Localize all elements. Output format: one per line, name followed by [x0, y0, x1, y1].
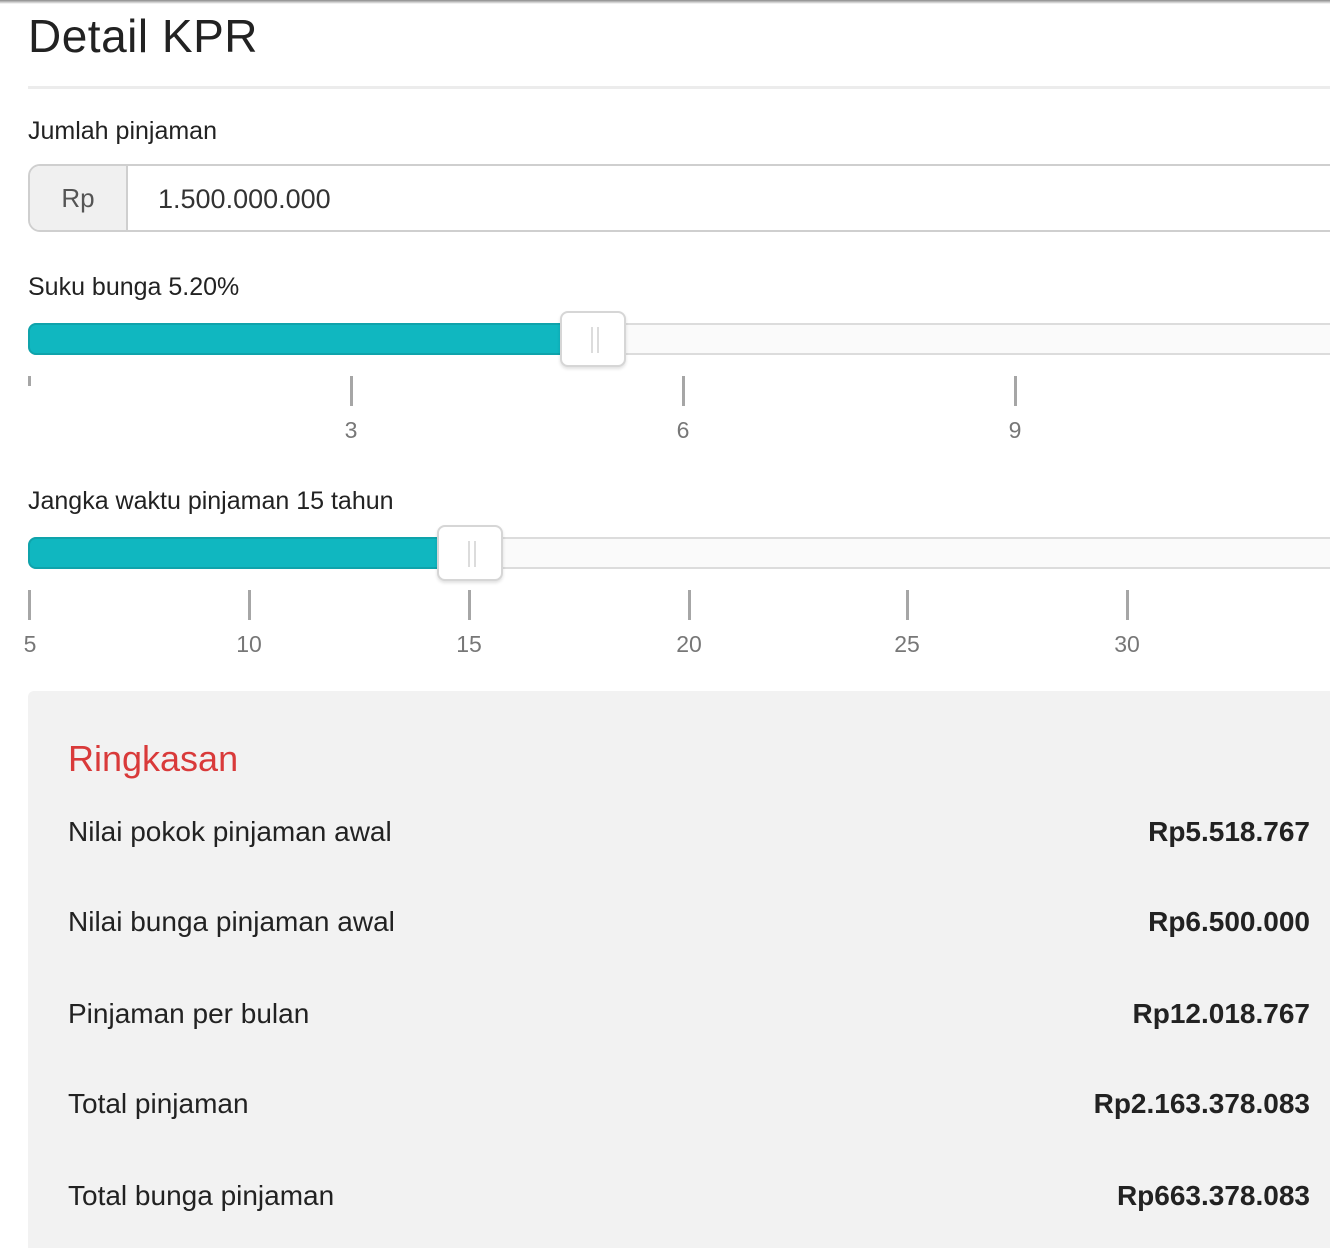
interest-rate-handle[interactable]	[560, 311, 626, 367]
loan-term-label: Jangka waktu pinjaman 15 tahun	[28, 487, 394, 515]
loan-amount-field[interactable]	[128, 166, 1330, 232]
interest-rate-tick	[682, 376, 685, 406]
interest-rate-tick-label: 3	[344, 417, 358, 443]
loan-term-tick-label: 25	[894, 631, 920, 657]
summary-label: Nilai pokok pinjaman awal	[68, 816, 392, 847]
interest-rate-tick-label: 6	[676, 417, 690, 443]
loan-term-tick-label: 15	[456, 631, 482, 657]
loan-term-tick	[28, 590, 31, 620]
loan-term-fill	[28, 537, 456, 569]
interest-rate-tick-label: 9	[1008, 417, 1022, 443]
summary-label: Total pinjaman	[68, 1088, 249, 1119]
loan-term-tick-label: 5	[23, 631, 37, 657]
summary-row-initial-principal: Nilai pokok pinjaman awal Rp5.518.767	[68, 812, 1310, 852]
summary-value: Rp6.500.000	[1148, 906, 1310, 937]
summary-value: Rp663.378.083	[1116, 1180, 1310, 1211]
summary-label: Pinjaman per bulan	[68, 998, 310, 1029]
loan-amount-input-group: Rp	[28, 164, 1330, 232]
interest-rate-tick	[1014, 376, 1017, 406]
interest-rate-tick	[350, 376, 353, 406]
currency-prefix: Rp	[30, 166, 128, 230]
title-divider	[28, 86, 1330, 89]
interest-rate-tick-origin	[28, 376, 31, 386]
interest-rate-label: Suku bunga 5.20%	[28, 273, 240, 301]
summary-row-total-loan: Total pinjaman Rp2.163.378.083	[68, 1084, 1310, 1124]
loan-term-tick	[468, 590, 471, 620]
summary-value: Rp2.163.378.083	[1093, 1088, 1310, 1119]
top-edge-shadow	[0, 0, 1330, 4]
interest-rate-fill	[28, 323, 578, 355]
loan-term-tick	[688, 590, 691, 620]
summary-value: Rp12.018.767	[1132, 998, 1310, 1029]
summary-value: Rp5.518.767	[1148, 816, 1310, 847]
summary-label: Nilai bunga pinjaman awal	[68, 906, 395, 937]
loan-term-tick	[906, 590, 909, 620]
summary-panel: Ringkasan Nilai pokok pinjaman awal Rp5.…	[28, 691, 1330, 1248]
summary-row-monthly-payment: Pinjaman per bulan Rp12.018.767	[68, 994, 1310, 1034]
loan-term-tick	[248, 590, 251, 620]
summary-row-total-interest: Total bunga pinjaman Rp663.378.083	[68, 1176, 1310, 1216]
summary-row-initial-interest: Nilai bunga pinjaman awal Rp6.500.000	[68, 902, 1310, 942]
loan-amount-label: Jumlah pinjaman	[28, 117, 217, 145]
loan-term-tick-label: 30	[1114, 631, 1140, 657]
loan-term-slider[interactable]	[28, 525, 1330, 581]
interest-rate-slider[interactable]	[28, 311, 1330, 367]
loan-term-handle[interactable]	[437, 525, 503, 581]
loan-term-tick-label: 10	[236, 631, 262, 657]
loan-term-tick	[1126, 590, 1129, 620]
summary-label: Total bunga pinjaman	[68, 1180, 335, 1211]
page-title: Detail KPR	[28, 10, 258, 62]
loan-term-tick-label: 20	[676, 631, 702, 657]
summary-title: Ringkasan	[68, 738, 239, 779]
